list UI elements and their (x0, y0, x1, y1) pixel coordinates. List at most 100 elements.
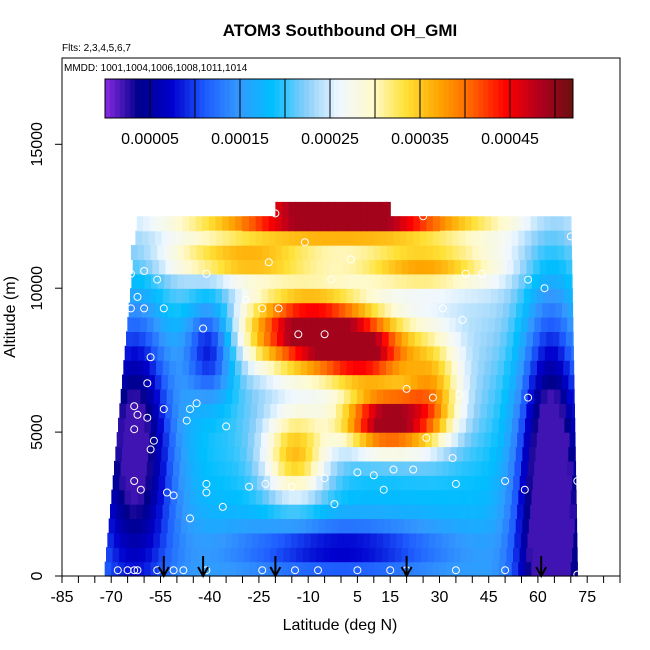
heatmap-cell (324, 317, 332, 332)
heatmap-cell (532, 475, 540, 491)
heatmap-cell (435, 532, 443, 548)
heatmap-cell (375, 331, 383, 347)
heatmap-cell (509, 374, 517, 390)
heatmap-cell (288, 489, 296, 505)
heatmap-cell (341, 230, 349, 246)
heatmap-cell (418, 288, 427, 304)
heatmap-cell (378, 374, 386, 390)
heatmap-cell (374, 273, 382, 289)
heatmap-cell (369, 532, 378, 548)
heatmap-cell (364, 518, 372, 534)
heatmap-cell (501, 388, 509, 404)
heatmap-cell (505, 273, 513, 289)
heatmap-cell (270, 331, 278, 347)
heatmap-cell (212, 317, 220, 332)
heatmap-cell (448, 532, 456, 548)
heatmap-cell (471, 216, 479, 232)
heatmap-cell (405, 504, 413, 520)
heatmap-cell (236, 345, 244, 361)
heatmap-cell (450, 518, 458, 534)
observation-point (501, 566, 510, 575)
heatmap-cell (570, 417, 576, 433)
heatmap-cell (454, 475, 462, 491)
heatmap-cell (171, 403, 180, 419)
heatmap-cell (485, 273, 494, 289)
observation-point (163, 488, 171, 497)
heatmap-cell (192, 460, 200, 476)
heatmap-cell (401, 475, 409, 491)
heatmap-cell (411, 504, 420, 520)
heatmap-cell (195, 360, 203, 376)
heatmap-cell (504, 288, 512, 304)
heatmap-cell (354, 273, 362, 289)
heatmap-cell (212, 532, 220, 548)
heatmap-cell (321, 245, 329, 261)
heatmap-cell (104, 561, 112, 577)
heatmap-cell (525, 273, 533, 289)
heatmap-cell (298, 317, 306, 332)
heatmap-cell (192, 388, 201, 404)
heatmap-cell (139, 331, 147, 347)
heatmap-cell (273, 374, 281, 390)
heatmap-cell (204, 475, 212, 491)
heatmap-cell (200, 446, 208, 462)
heatmap-cell (407, 273, 415, 289)
heatmap-cell (222, 489, 231, 505)
heatmap-cell (395, 259, 403, 275)
heatmap-cell (359, 288, 367, 304)
heatmap-cell (351, 374, 359, 390)
heatmap-cell (166, 388, 174, 404)
heatmap-cell (443, 446, 451, 462)
heatmap-cell (383, 532, 391, 548)
heatmap-cell (517, 216, 525, 232)
heatmap-cell (399, 288, 407, 304)
heatmap-cell (299, 446, 307, 462)
heatmap-cell (186, 388, 194, 404)
heatmap-cell (162, 288, 171, 304)
heatmap-cell (241, 360, 249, 376)
heatmap-cell (327, 489, 336, 505)
heatmap-cell (251, 460, 260, 476)
heatmap-cell (508, 388, 516, 404)
heatmap-cell (296, 547, 304, 563)
heatmap-cell (183, 489, 191, 505)
heatmap-cell (414, 331, 423, 347)
colorbar-segment (124, 79, 131, 118)
heatmap-cell (481, 532, 489, 548)
heatmap-cell (162, 360, 170, 376)
heatmap-cell (123, 504, 131, 520)
chart-title: ATOM3 Southbound OH_GMI (223, 21, 458, 40)
heatmap-cell (552, 403, 560, 419)
heatmap-cell (465, 489, 473, 505)
heatmap-cell (572, 547, 578, 563)
heatmap-cell (183, 273, 192, 289)
heatmap-cell (355, 331, 363, 347)
observation-point (130, 477, 139, 485)
heatmap-cell (514, 532, 522, 548)
heatmap-cell (376, 317, 384, 332)
heatmap-cell (472, 489, 480, 505)
heatmap-cell (321, 345, 329, 361)
heatmap-cell (561, 374, 570, 390)
heatmap-cell (192, 532, 200, 548)
heatmap-cell (494, 388, 503, 404)
observation-point (133, 566, 142, 575)
observation-point (159, 405, 168, 414)
heatmap-cell (150, 489, 158, 505)
heatmap-cell (426, 230, 434, 246)
heatmap-cell (458, 288, 466, 304)
heatmap-cell (408, 403, 416, 419)
heatmap-cell (162, 504, 170, 520)
heatmap-cell (197, 273, 205, 289)
heatmap-cell (318, 374, 327, 390)
observation-point (524, 275, 533, 284)
heatmap-cell (547, 317, 555, 332)
heatmap-cell (439, 561, 447, 577)
observation-point (186, 514, 194, 523)
heatmap-cell (530, 360, 538, 376)
heatmap-cell (226, 518, 234, 534)
heatmap-cell (511, 489, 519, 505)
heatmap-cell (534, 317, 542, 332)
heatmap-cell (483, 374, 491, 390)
heatmap-cell (278, 388, 286, 404)
